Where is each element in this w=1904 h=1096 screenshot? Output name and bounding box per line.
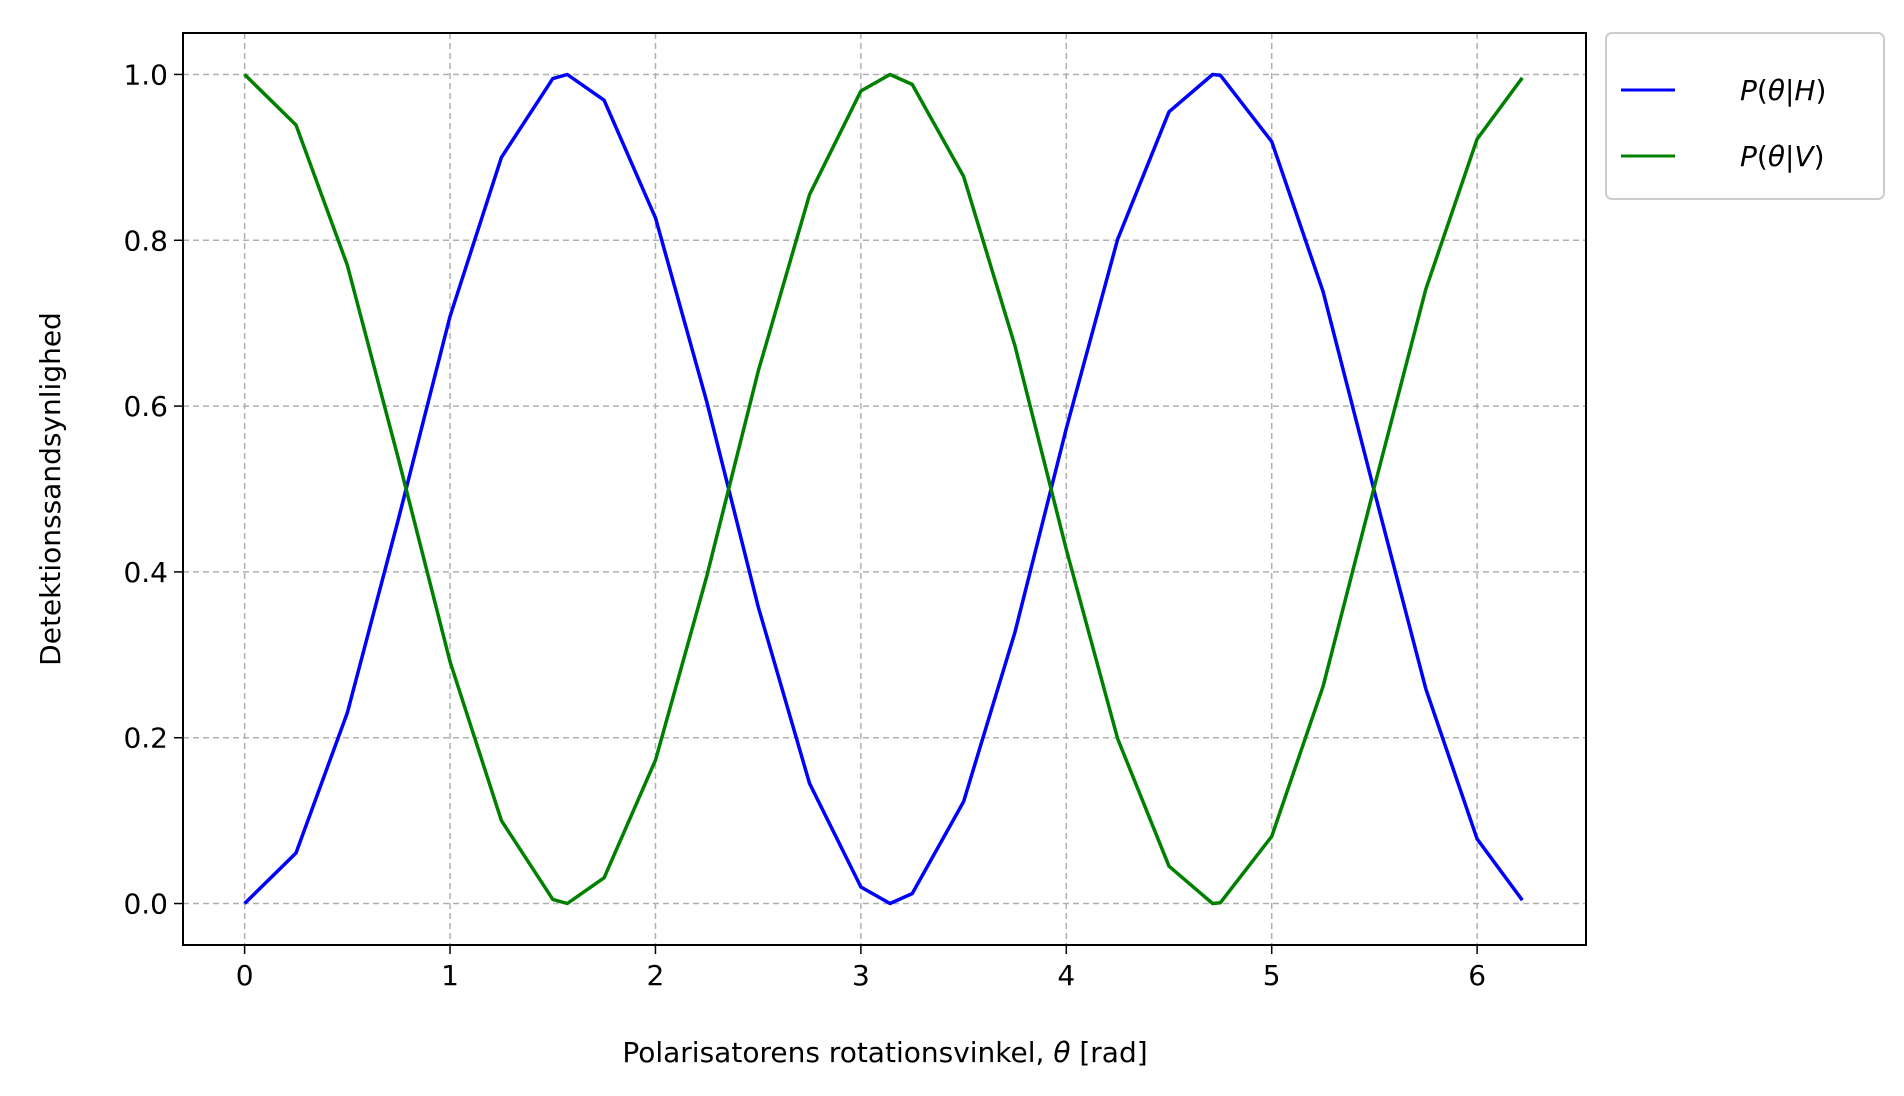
x-tick-label: 6 bbox=[1468, 959, 1486, 992]
y-tick-label: 1.0 bbox=[123, 58, 168, 91]
y-tick-label: 0.8 bbox=[123, 224, 168, 257]
series-line-h bbox=[243, 72, 1524, 906]
legend-label-v-open: ( bbox=[1757, 140, 1768, 173]
series-lines bbox=[243, 72, 1524, 906]
plot-frame bbox=[182, 32, 1587, 946]
x-tick-label: 3 bbox=[852, 959, 870, 992]
legend-label-h-theta: θ bbox=[1768, 74, 1785, 107]
legend-label-h-open: ( bbox=[1757, 74, 1768, 107]
x-tick-label: 1 bbox=[441, 959, 459, 992]
legend-label-v-close: ) bbox=[1814, 140, 1825, 173]
y-axis-ticks: 0.0 0.2 0.4 0.6 0.8 1.0 bbox=[123, 58, 183, 921]
x-tick-label: 2 bbox=[647, 959, 665, 992]
y-tick-label: 0.2 bbox=[123, 722, 168, 755]
x-axis-label-symbol: θ bbox=[1053, 1036, 1070, 1069]
legend-label-h-given: H bbox=[1794, 74, 1815, 107]
y-tick-label: 0.0 bbox=[123, 888, 168, 921]
series-line-v bbox=[243, 72, 1524, 906]
legend: P(θ|H) P(θ|V) bbox=[1605, 32, 1885, 200]
y-tick-label: 0.4 bbox=[123, 556, 168, 589]
x-axis-label: Polarisatorens rotationsvinkel, θ [rad] bbox=[622, 1036, 1147, 1069]
legend-label-v-theta: θ bbox=[1768, 140, 1785, 173]
legend-label-v: P(θ|V) bbox=[1740, 140, 1825, 173]
y-axis-label: Detektionssandsynlighed bbox=[34, 312, 67, 666]
x-axis-label-prefix: Polarisatorens rotationsvinkel, bbox=[622, 1036, 1053, 1069]
grid bbox=[183, 33, 1586, 945]
legend-box bbox=[1605, 32, 1885, 200]
legend-label-h-close: ) bbox=[1815, 74, 1826, 107]
legend-label-v-base: P bbox=[1740, 140, 1757, 173]
x-axis-label-suffix: [rad] bbox=[1070, 1036, 1147, 1069]
legend-label-h: P(θ|H) bbox=[1740, 74, 1826, 107]
x-tick-label: 0 bbox=[236, 959, 254, 992]
y-tick-label: 0.6 bbox=[123, 390, 168, 423]
legend-label-v-bar: | bbox=[1785, 140, 1794, 173]
legend-label-v-given: V bbox=[1794, 140, 1815, 173]
legend-label-h-bar: | bbox=[1785, 74, 1794, 107]
x-axis-ticks: 0 1 2 3 4 5 6 bbox=[236, 945, 1486, 992]
legend-label-h-base: P bbox=[1740, 74, 1757, 107]
x-tick-label: 5 bbox=[1263, 959, 1281, 992]
x-tick-label: 4 bbox=[1057, 959, 1075, 992]
